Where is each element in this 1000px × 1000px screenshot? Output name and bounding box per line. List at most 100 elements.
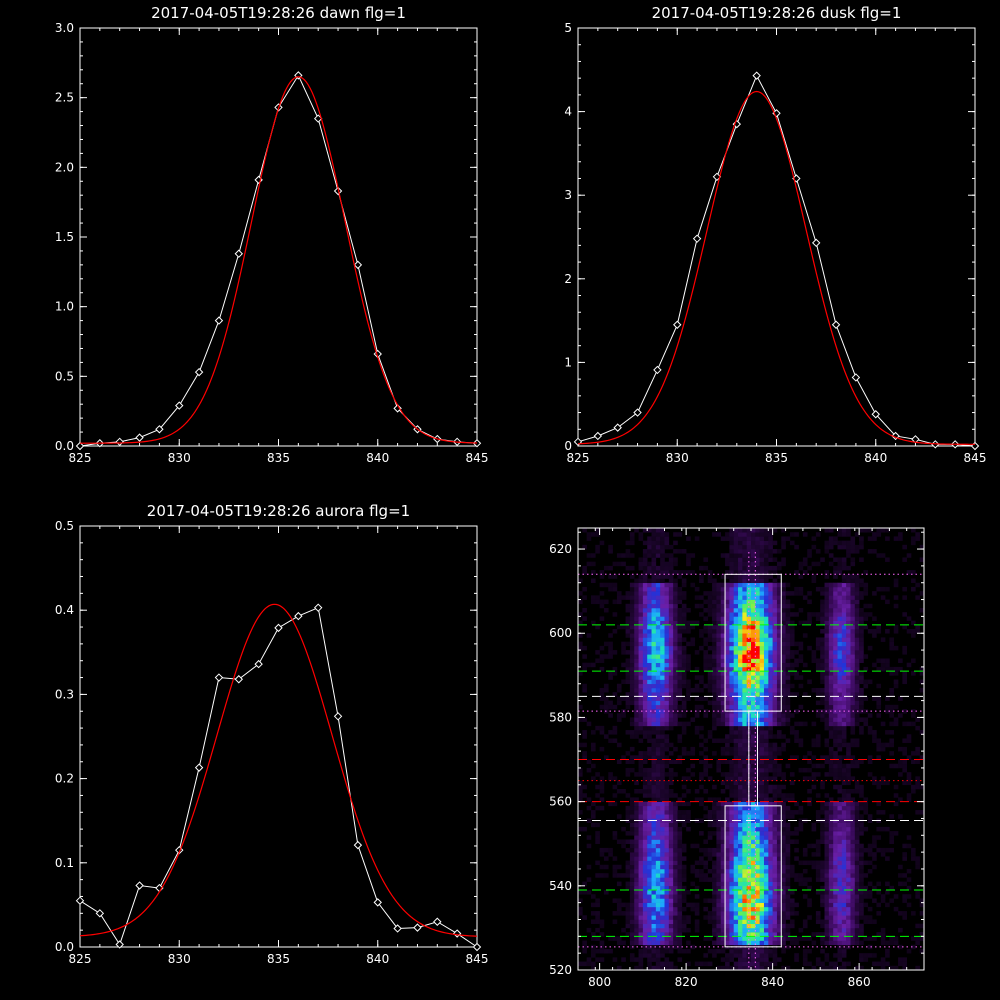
heatmap-cell bbox=[642, 784, 648, 790]
x-tick-label: 840 bbox=[366, 451, 389, 465]
heatmap-cell bbox=[751, 780, 756, 786]
heatmap-cell bbox=[850, 612, 856, 617]
heatmap-cell bbox=[647, 847, 652, 853]
heatmap-cell bbox=[768, 911, 773, 916]
heatmap-cell bbox=[776, 603, 782, 609]
heatmap-cell bbox=[785, 620, 791, 626]
heatmap-cell bbox=[673, 658, 678, 664]
heatmap-cell bbox=[885, 704, 890, 710]
heatmap-cell bbox=[854, 780, 860, 786]
heatmap-cell bbox=[824, 847, 830, 853]
heatmap-cell bbox=[647, 713, 652, 718]
heatmap-cell bbox=[837, 860, 843, 866]
heatmap-cell bbox=[725, 671, 730, 676]
heatmap-cell bbox=[668, 961, 674, 967]
heatmap-cell bbox=[751, 704, 756, 710]
heatmap-cell bbox=[781, 704, 786, 710]
heatmap-cell bbox=[634, 788, 639, 794]
heatmap-cell bbox=[694, 730, 700, 735]
heatmap-cell bbox=[655, 835, 661, 840]
heatmap-cell bbox=[625, 881, 631, 887]
heatmap-cell bbox=[893, 666, 899, 672]
heatmap-cell bbox=[582, 755, 587, 760]
heatmap-cell bbox=[841, 645, 847, 651]
heatmap-cell bbox=[815, 814, 821, 819]
heatmap-cell bbox=[651, 607, 657, 613]
heatmap-cell bbox=[854, 717, 860, 722]
heatmap-cell bbox=[733, 780, 739, 786]
heatmap-cell bbox=[776, 599, 782, 605]
heatmap-cell bbox=[651, 755, 657, 760]
heatmap-cell bbox=[703, 591, 709, 596]
heatmap-cell bbox=[716, 616, 722, 621]
heatmap-cell bbox=[655, 822, 661, 828]
heatmap-cell bbox=[772, 595, 778, 600]
heatmap-cell bbox=[642, 953, 648, 958]
heatmap-cell bbox=[725, 784, 730, 790]
heatmap-cell bbox=[772, 578, 778, 584]
heatmap-cell bbox=[785, 696, 791, 701]
heatmap-cell bbox=[716, 927, 722, 933]
heatmap-cell bbox=[720, 751, 726, 756]
heatmap-cell bbox=[742, 927, 747, 933]
heatmap-cell bbox=[647, 738, 652, 743]
heatmap-cell bbox=[893, 683, 899, 689]
heatmap-cell bbox=[837, 704, 843, 710]
heatmap-cell bbox=[629, 641, 635, 647]
heatmap-cell bbox=[785, 814, 791, 819]
heatmap-cell bbox=[616, 591, 622, 596]
heatmap-cell bbox=[655, 717, 661, 722]
heatmap-cell bbox=[885, 881, 890, 887]
heatmap-cell bbox=[651, 826, 657, 832]
heatmap-cell bbox=[599, 603, 605, 609]
heatmap-cell bbox=[664, 675, 670, 680]
heatmap-cell bbox=[807, 591, 812, 596]
heatmap-cell bbox=[608, 776, 613, 781]
heatmap-cell bbox=[642, 894, 648, 899]
heatmap-cell bbox=[906, 902, 912, 908]
heatmap-cell bbox=[837, 868, 843, 874]
heatmap-cell bbox=[859, 793, 864, 798]
heatmap-cell bbox=[889, 936, 895, 941]
data-point bbox=[333, 186, 343, 196]
heatmap-cell bbox=[885, 658, 890, 664]
heatmap-cell bbox=[785, 915, 791, 920]
heatmap-cell bbox=[629, 683, 635, 689]
heatmap-cell bbox=[755, 890, 760, 895]
heatmap-cell bbox=[629, 852, 635, 857]
heatmap-cell bbox=[833, 835, 838, 840]
heatmap-cell bbox=[759, 645, 765, 651]
heatmap-cell bbox=[681, 675, 687, 680]
heatmap-cell bbox=[651, 793, 657, 798]
heatmap-cell bbox=[751, 586, 756, 592]
heatmap-cell bbox=[828, 936, 834, 941]
heatmap-cell bbox=[859, 687, 864, 693]
heatmap-cell bbox=[781, 864, 786, 870]
heatmap-cell bbox=[919, 932, 924, 937]
heatmap-cell bbox=[880, 898, 886, 903]
heatmap-cell bbox=[794, 873, 799, 878]
heatmap-cell bbox=[772, 839, 778, 845]
heatmap-cell bbox=[824, 591, 830, 596]
heatmap-cell bbox=[582, 616, 587, 621]
heatmap-cell bbox=[733, 666, 739, 672]
heatmap-cell bbox=[768, 965, 773, 970]
heatmap-cell bbox=[763, 751, 769, 756]
heatmap-cell bbox=[595, 772, 600, 777]
heatmap-cell bbox=[742, 868, 747, 874]
heatmap-cell bbox=[651, 805, 657, 811]
heatmap-cell bbox=[651, 953, 657, 958]
heatmap-cell bbox=[742, 738, 747, 743]
heatmap-cell bbox=[651, 578, 657, 584]
heatmap-cell bbox=[759, 751, 765, 756]
heatmap-cell bbox=[634, 612, 639, 617]
heatmap-cell bbox=[833, 637, 838, 642]
heatmap-cell bbox=[833, 877, 838, 882]
heatmap-cell bbox=[846, 582, 851, 588]
heatmap-cell bbox=[772, 940, 778, 946]
heatmap-cell bbox=[595, 725, 600, 731]
heatmap-cell bbox=[707, 868, 713, 874]
heatmap-cell bbox=[742, 565, 747, 571]
heatmap-cell bbox=[867, 906, 873, 912]
heatmap-cell bbox=[578, 591, 583, 596]
